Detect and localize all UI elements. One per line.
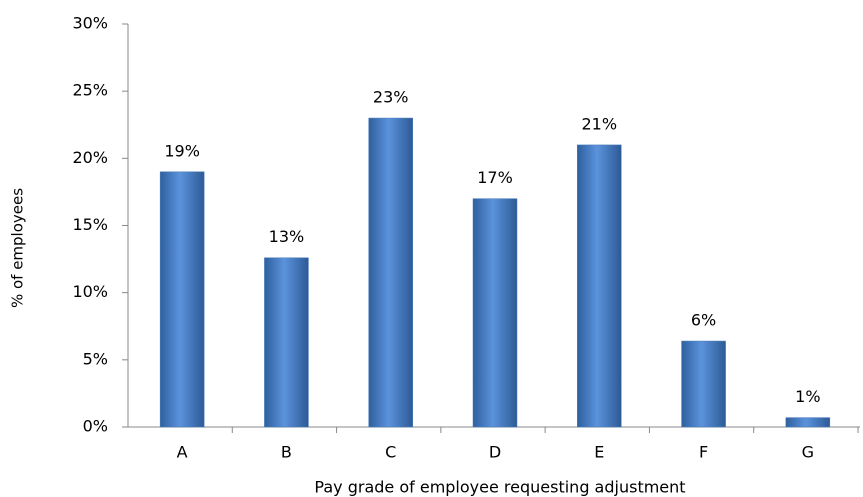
bar [577, 144, 622, 428]
value-label: 17% [477, 168, 513, 187]
x-axis-label: Pay grade of employee requesting adjustm… [314, 478, 685, 497]
y-axis-label: % of employees [9, 188, 27, 308]
bar [472, 198, 518, 428]
value-label: 13% [269, 227, 305, 246]
bar [159, 171, 205, 428]
value-label: 23% [373, 88, 409, 107]
y-tick-label: 25% [72, 81, 108, 100]
x-tick-label: F [699, 443, 708, 462]
y-tick-label: 0% [83, 417, 108, 436]
bar [681, 340, 726, 428]
value-label: 6% [691, 311, 716, 330]
y-tick-label: 20% [72, 148, 108, 167]
y-tick-label: 10% [72, 282, 108, 301]
x-tick-label: D [489, 443, 501, 462]
bar [368, 117, 413, 428]
x-tick-label: A [177, 443, 188, 462]
bar [264, 257, 309, 428]
value-label: 1% [795, 387, 820, 406]
x-tick-label: B [281, 443, 292, 462]
x-tick-label: G [802, 443, 814, 462]
value-label: 21% [582, 114, 618, 133]
x-tick-label: E [594, 443, 604, 462]
y-tick-label: 15% [72, 215, 108, 234]
bar [785, 417, 831, 428]
y-tick-label: 30% [72, 14, 108, 33]
x-tick-label: C [385, 443, 396, 462]
value-label: 19% [164, 141, 200, 160]
y-tick-label: 5% [83, 349, 108, 368]
